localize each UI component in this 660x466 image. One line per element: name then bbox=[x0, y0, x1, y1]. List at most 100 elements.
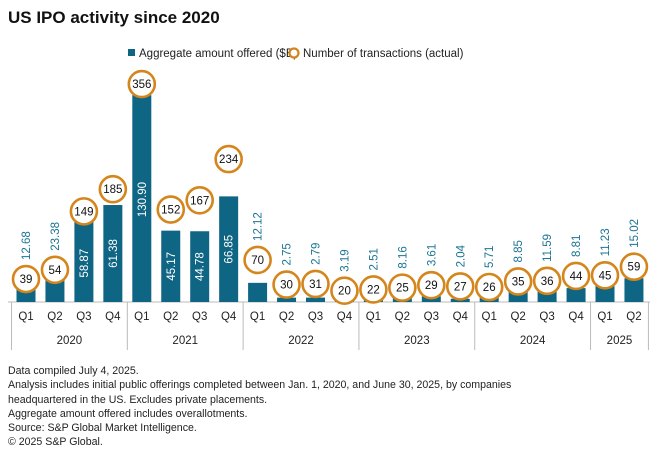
bar bbox=[566, 288, 586, 302]
bar bbox=[306, 297, 325, 302]
bar-value-label: 3.19 bbox=[339, 249, 351, 271]
transaction-marker bbox=[619, 252, 649, 282]
transaction-marker bbox=[388, 273, 417, 302]
transaction-count-label: 45 bbox=[599, 270, 612, 282]
year-label: 2021 bbox=[172, 335, 198, 347]
x-tick-label: Q2 bbox=[47, 311, 62, 323]
year-label: 2024 bbox=[520, 335, 546, 347]
x-tick-label: Q1 bbox=[250, 311, 265, 323]
legend-bar-swatch bbox=[128, 49, 135, 56]
transaction-count-label: 30 bbox=[280, 280, 293, 292]
transaction-count-label: 25 bbox=[396, 283, 409, 295]
bar-value-label: 15.02 bbox=[629, 219, 641, 248]
bar-value-label: 12.12 bbox=[253, 212, 265, 241]
year-label: 2025 bbox=[607, 335, 633, 347]
bar-value-label: 11.59 bbox=[542, 234, 554, 262]
transaction-count-label: 27 bbox=[454, 281, 467, 293]
chart-title: US IPO activity since 2020 bbox=[8, 8, 220, 27]
transaction-marker bbox=[243, 245, 272, 275]
x-tick-label: Q1 bbox=[482, 311, 497, 323]
transaction-count-label: 54 bbox=[49, 265, 62, 277]
transaction-count-label: 356 bbox=[132, 79, 151, 91]
transaction-marker bbox=[98, 174, 128, 204]
x-tick-label: Q3 bbox=[76, 311, 91, 323]
bar-value-label: 23.38 bbox=[50, 222, 62, 251]
bar-value-label: 44.78 bbox=[195, 252, 207, 281]
x-tick-label: Q3 bbox=[192, 311, 207, 323]
bar bbox=[190, 231, 210, 302]
bar bbox=[248, 282, 268, 302]
footnotes: Data compiled July 4, 2025. Analysis inc… bbox=[8, 364, 511, 450]
transaction-count-label: 149 bbox=[74, 206, 93, 218]
x-tick-label: Q3 bbox=[539, 311, 554, 323]
legend-label: Number of transactions (actual) bbox=[303, 48, 464, 60]
transaction-count-label: 22 bbox=[367, 284, 380, 296]
x-tick-label: Q1 bbox=[18, 311, 33, 323]
bar-value-label: 12.68 bbox=[21, 231, 33, 260]
transaction-count-label: 152 bbox=[161, 205, 180, 217]
transaction-marker bbox=[590, 261, 620, 290]
x-tick-label: Q3 bbox=[308, 311, 323, 323]
x-tick-label: Q3 bbox=[424, 311, 439, 323]
bar-value-label: 8.16 bbox=[397, 246, 409, 268]
bar-value-label: 2.51 bbox=[368, 248, 380, 270]
bar bbox=[74, 208, 94, 302]
bar bbox=[624, 278, 644, 302]
transaction-count-label: 39 bbox=[20, 274, 33, 286]
transaction-count-label: 36 bbox=[541, 276, 554, 288]
year-label: 2023 bbox=[404, 335, 430, 347]
x-tick-label: Q4 bbox=[568, 311, 584, 323]
transaction-count-label: 70 bbox=[251, 255, 264, 267]
x-tick-label: Q4 bbox=[105, 311, 121, 323]
x-tick-label: Q1 bbox=[134, 311, 149, 323]
transaction-marker bbox=[474, 272, 504, 302]
transaction-count-label: 26 bbox=[483, 282, 496, 294]
footnote: Analysis includes initial public offerin… bbox=[8, 379, 512, 392]
x-tick-label: Q4 bbox=[453, 311, 469, 323]
transaction-count-label: 59 bbox=[628, 262, 641, 274]
x-tick-label: Q4 bbox=[337, 311, 353, 323]
footnote: headquartered in the US. Excludes privat… bbox=[8, 393, 268, 406]
bar-value-label: 2.04 bbox=[455, 244, 467, 267]
bar-value-label: 8.81 bbox=[571, 235, 583, 257]
transaction-count-label: 234 bbox=[219, 154, 239, 166]
transaction-count-label: 35 bbox=[512, 276, 525, 288]
transaction-count-label: 185 bbox=[103, 184, 122, 196]
transaction-count-label: 20 bbox=[338, 286, 351, 298]
x-tick-label: Q2 bbox=[626, 311, 641, 323]
transaction-marker bbox=[185, 185, 214, 215]
x-tick-label: Q2 bbox=[279, 311, 294, 323]
footnote: Data compiled July 4, 2025. bbox=[8, 365, 139, 377]
transaction-count-label: 29 bbox=[425, 280, 438, 292]
bar bbox=[277, 297, 297, 302]
bar-value-label: 8.85 bbox=[513, 240, 525, 262]
year-label: 2022 bbox=[288, 335, 314, 347]
bar bbox=[219, 196, 239, 302]
bar bbox=[103, 205, 123, 302]
footnote: Aggregate amount offered includes overal… bbox=[8, 407, 248, 420]
transaction-marker bbox=[40, 255, 70, 285]
footnote: Source: S&P Global Market Intelligence. bbox=[8, 422, 197, 435]
x-tick-label: Q2 bbox=[163, 311, 178, 323]
x-tick-label: Q2 bbox=[395, 311, 410, 323]
bar-value-label: 130.90 bbox=[137, 182, 149, 217]
bar bbox=[161, 230, 181, 302]
transaction-marker bbox=[503, 267, 533, 296]
bar-value-label: 5.71 bbox=[484, 246, 496, 268]
bar-value-label: 45.17 bbox=[166, 252, 178, 281]
bar-value-label: 3.61 bbox=[426, 244, 438, 266]
x-tick-label: Q1 bbox=[366, 311, 381, 323]
x-tick-label: Q2 bbox=[510, 311, 525, 323]
transaction-marker bbox=[127, 69, 157, 99]
transaction-count-label: 31 bbox=[309, 279, 322, 291]
transaction-marker bbox=[214, 144, 243, 174]
transaction-marker bbox=[561, 261, 591, 291]
transaction-count-label: 44 bbox=[570, 271, 583, 283]
bar-value-label: 2.79 bbox=[311, 243, 323, 265]
bar-value-label: 2.75 bbox=[282, 243, 294, 265]
chart-svg: Aggregate amount offered ($B) Number of t… bbox=[8, 47, 650, 350]
transaction-marker bbox=[272, 270, 301, 299]
footnote: © 2025 S&P Global. bbox=[8, 436, 103, 449]
transaction-marker bbox=[416, 270, 446, 300]
